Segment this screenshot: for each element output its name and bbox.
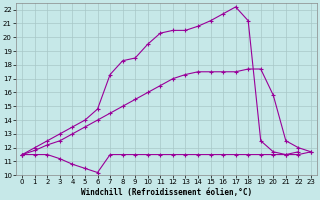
- X-axis label: Windchill (Refroidissement éolien,°C): Windchill (Refroidissement éolien,°C): [81, 188, 252, 197]
